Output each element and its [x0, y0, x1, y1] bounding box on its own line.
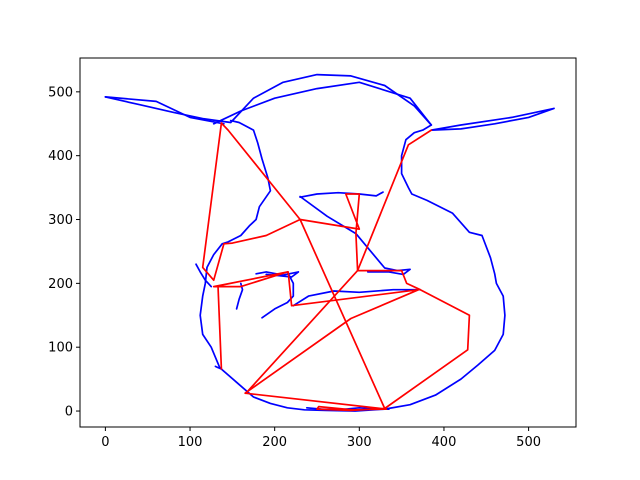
series-0-segment-2 [104, 96, 225, 125]
series-layer [104, 73, 555, 412]
series-0-segment-1 [212, 81, 433, 126]
series-0-segment-0 [104, 73, 506, 412]
series-0-segment-6 [255, 271, 300, 278]
y-tick-label: 400 [48, 149, 73, 164]
y-tick-label: 0 [65, 405, 73, 420]
series-0-segment-11 [214, 365, 223, 370]
series-0-segment-10 [292, 288, 422, 307]
x-tick-label: 100 [178, 435, 203, 450]
x-tick-label: 400 [432, 435, 457, 450]
plot-area [80, 58, 576, 427]
y-tick-label: 500 [48, 85, 73, 100]
series-1-segment-2 [245, 129, 433, 395]
y-tick-label: 100 [48, 341, 73, 356]
series-1-segment-1 [220, 122, 386, 410]
axes-frame [79, 57, 577, 428]
y-tick-label: 200 [48, 277, 73, 292]
x-tick-label: 300 [347, 435, 372, 450]
x-tick-label: 200 [262, 435, 287, 450]
x-axis: 0 100 200 300 400 500 [101, 427, 541, 450]
series-0-segment-4 [195, 263, 213, 288]
x-tick-label: 500 [516, 435, 541, 450]
x-tick-label: 0 [101, 435, 109, 450]
series-1-segment-0 [201, 122, 471, 412]
series-0-segment-3 [430, 107, 555, 131]
y-tick-label: 300 [48, 213, 73, 228]
y-axis: 0 100 200 300 400 500 [48, 85, 80, 420]
